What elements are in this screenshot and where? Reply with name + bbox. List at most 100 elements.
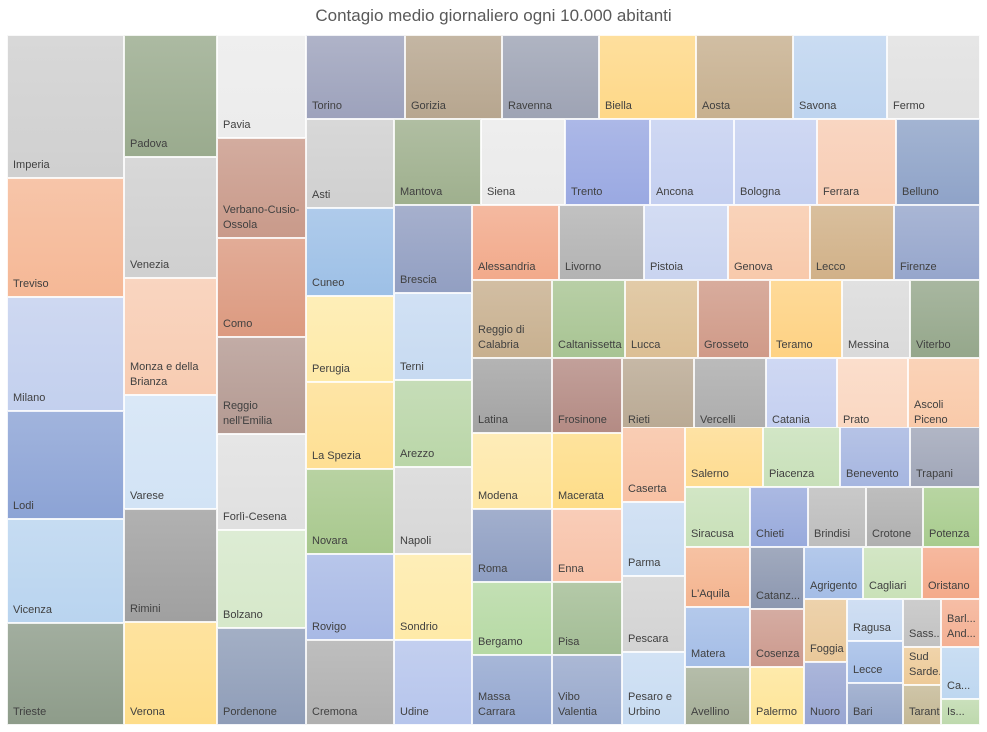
treemap-tile-oristano: Oristano (922, 547, 980, 599)
treemap-tile-sondrio: Sondrio (394, 554, 472, 640)
treemap-tile-trento: Trento (565, 119, 650, 205)
treemap-tile-vicenza: Vicenza (7, 519, 124, 623)
treemap-tile-massa-carrara: Massa Carrara (472, 655, 552, 725)
treemap-tile-label: Siracusa (691, 527, 734, 540)
treemap-tile-label: Como (223, 317, 253, 330)
treemap-tile-label: Savona (799, 99, 837, 112)
treemap-tile-forl-cesena: Forlì-Cesena (217, 434, 306, 530)
treemap-tile-novara: Novara (306, 469, 394, 554)
treemap-tile-label: Arezzo (400, 447, 435, 460)
treemap-tile-label: Bolzano (223, 608, 263, 621)
treemap-tile-la-spezia: La Spezia (306, 382, 394, 469)
treemap-tile-label: Alessandria (478, 260, 536, 273)
treemap-tile-brindisi: Brindisi (808, 487, 866, 547)
treemap-tile-varese: Varese (124, 395, 217, 509)
treemap-tile-label: Vibo Valentia (558, 691, 597, 718)
treemap-tile-label: Is... (947, 705, 965, 718)
treemap-tile-label: Brindisi (814, 527, 851, 540)
treemap-tile-agrigento: Agrigento (804, 547, 863, 599)
treemap-tile-pesaro-e-urbino: Pesaro e Urbino (622, 652, 685, 725)
treemap-tile-siracusa: Siracusa (685, 487, 750, 547)
treemap-tile-foggia: Foggia (804, 599, 847, 662)
treemap-tile-catanz: Catanz... (750, 547, 804, 609)
treemap-tile-label: Cuneo (312, 276, 345, 289)
treemap-tile-ancona: Ancona (650, 119, 734, 205)
treemap-tile-label: Grosseto (704, 338, 749, 351)
treemap-tile-parma: Parma (622, 502, 685, 576)
treemap-tile-label: Perugia (312, 362, 350, 375)
treemap-tile-label: Pordenone (223, 705, 277, 718)
treemap-tile-cagliari: Cagliari (863, 547, 922, 599)
treemap-tile-genova: Genova (728, 205, 810, 280)
treemap-tile-livorno: Livorno (559, 205, 644, 280)
treemap-tile-milano: Milano (7, 297, 124, 411)
treemap-tile-barl-and: Barl... And... (941, 599, 980, 647)
treemap-tile-label: Roma (478, 562, 508, 575)
treemap-tile-label: Prato (843, 413, 870, 426)
treemap-tile-latina: Latina (472, 358, 552, 433)
treemap-tile-pavia: Pavia (217, 35, 306, 138)
treemap-tile-venezia: Venezia (124, 157, 217, 278)
treemap-tile-label: Enna (558, 562, 584, 575)
treemap-tile-crotone: Crotone (866, 487, 923, 547)
treemap-tile-label: Crotone (872, 527, 912, 540)
treemap-tile-nuoro: Nuoro (804, 662, 847, 725)
treemap-tile-terni: Terni (394, 293, 472, 380)
treemap-tile-label: Frosinone (558, 413, 607, 426)
treemap-tile-label: Novara (312, 534, 348, 547)
treemap-tile-label: Verona (130, 705, 165, 718)
treemap-tile-roma: Roma (472, 509, 552, 582)
treemap-tile-taranto: Taranto (903, 685, 941, 725)
treemap-tile-label: Pesaro e Urbino (628, 691, 673, 718)
treemap-tile-label: Latina (478, 413, 508, 426)
treemap-tile-label: Palermo (756, 705, 797, 718)
treemap-tile-savona: Savona (793, 35, 887, 119)
treemap-tile-label: Foggia (810, 642, 844, 655)
treemap-tile-sass: Sass... (903, 599, 941, 647)
treemap-tile-frosinone: Frosinone (552, 358, 622, 433)
treemap-tile-grosseto: Grosseto (698, 280, 770, 358)
treemap-tile-label: Ragusa (853, 621, 891, 634)
treemap-tile-label: Livorno (565, 260, 602, 273)
treemap-tile-perugia: Perugia (306, 296, 394, 382)
treemap-tile-verbano-cusio-ossola: Verbano-Cusio-Ossola (217, 138, 306, 238)
treemap-tile-bolzano: Bolzano (217, 530, 306, 628)
treemap-tile-label: Barl... And... (947, 613, 976, 640)
treemap-tile-trieste: Trieste (7, 623, 124, 725)
treemap-tile-vibo-valentia: Vibo Valentia (552, 655, 622, 725)
treemap-tile-label: Rieti (628, 413, 651, 426)
treemap-tile-biella: Biella (599, 35, 696, 119)
treemap-tile-label: Sud Sarde... (909, 651, 941, 678)
treemap-tile-label: Reggio nell'Emilia (223, 400, 273, 427)
treemap-tile-label: Messina (848, 338, 889, 351)
treemap-tile-udine: Udine (394, 640, 472, 725)
treemap-tile-label: Torino (312, 99, 342, 112)
treemap-tile-label: Caltanissetta (558, 338, 622, 351)
treemap-tile-label: Avellino (691, 705, 730, 718)
treemap-tile-label: Mantova (400, 185, 443, 198)
treemap-tile-label: Cosenza (756, 647, 800, 660)
treemap-tile-label: Verbano-Cusio-Ossola (223, 204, 300, 231)
treemap-tile-label: Bergamo (478, 635, 523, 648)
treemap-tile-rieti: Rieti (622, 358, 694, 433)
treemap-tile-caltanissetta: Caltanissetta (552, 280, 625, 358)
treemap-tile-label: Udine (400, 705, 429, 718)
treemap-tile-mantova: Mantova (394, 119, 481, 205)
treemap-tile-label: Reggio di Calabria (478, 324, 525, 351)
treemap-tile-label: Benevento (846, 467, 899, 480)
treemap-tile-label: Vicenza (13, 603, 52, 616)
treemap-tile-cuneo: Cuneo (306, 208, 394, 296)
treemap-tile-label: Chieti (756, 527, 785, 540)
treemap-tile-lodi: Lodi (7, 411, 124, 519)
treemap-tile-label: Pavia (223, 118, 251, 131)
treemap-tile-modena: Modena (472, 433, 552, 509)
treemap-tile-label: Varese (130, 489, 165, 502)
treemap-tile-label: Taranto (909, 705, 940, 718)
treemap-tile-matera: Matera (685, 607, 750, 667)
treemap-tile-firenze: Firenze (894, 205, 980, 280)
treemap-tile-label: Asti (312, 188, 331, 201)
treemap-tile-lecce: Lecce (847, 641, 903, 683)
treemap-tile-piacenza: Piacenza (763, 427, 840, 487)
treemap-tile-label: Rimini (130, 602, 161, 615)
treemap-tile-label: Pisa (558, 635, 580, 648)
